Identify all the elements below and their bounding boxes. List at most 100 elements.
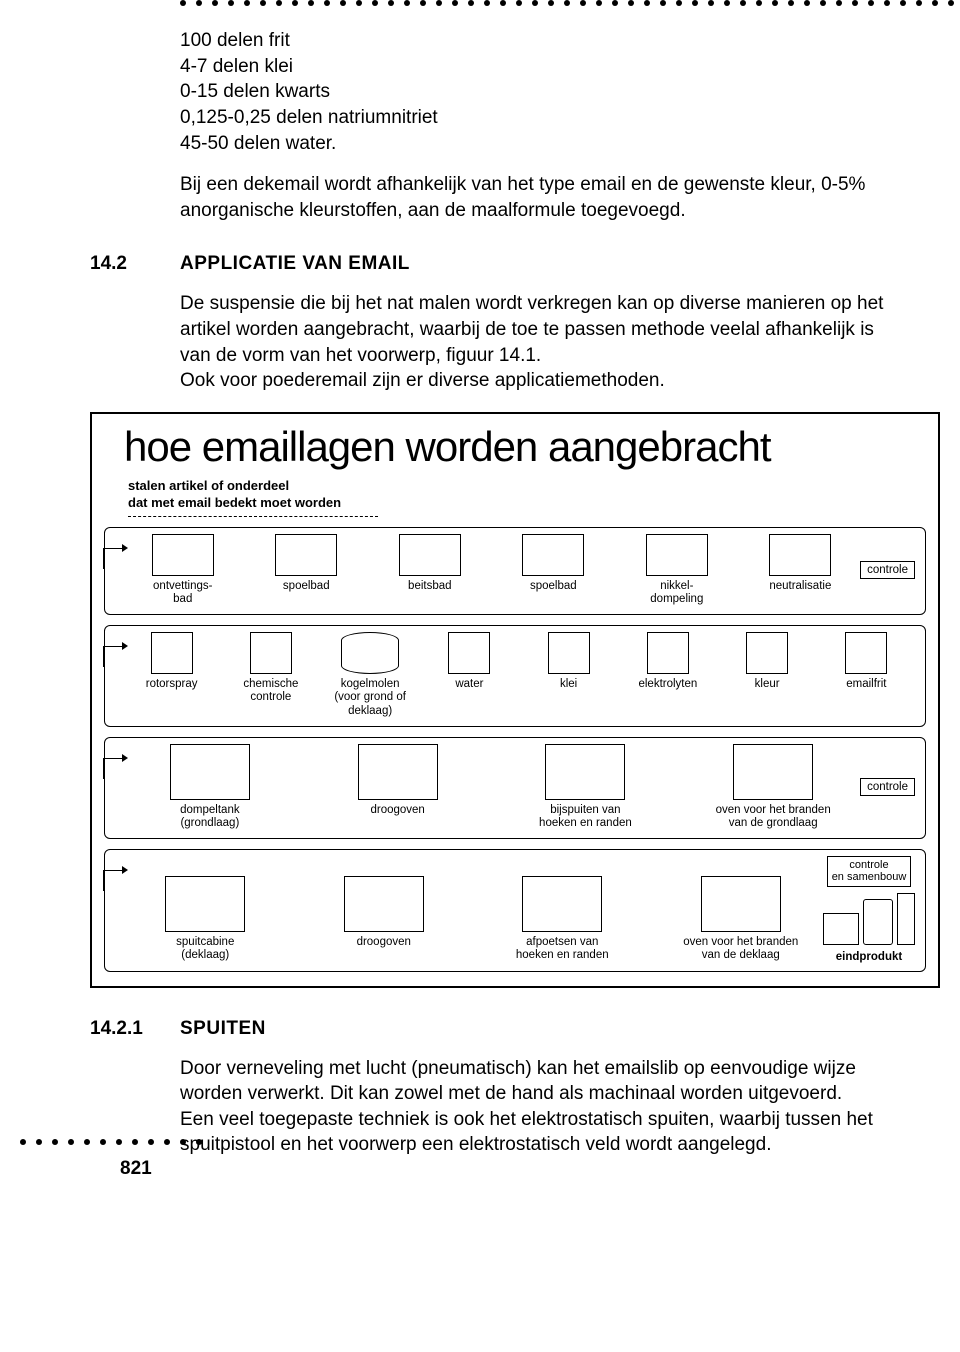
process-label: oven voor het branden van de grondlaag [716,804,831,830]
section-number: 14.2 [90,253,180,275]
top-dot-rule [0,0,960,18]
process-label: ontvettings- bad [153,580,212,606]
row2-nodes: rotorspray chemische controle kogelmolen (… [123,632,915,718]
section-title: APPLICATIE VAN EMAIL [180,253,410,275]
process-node: rotorspray [123,632,220,718]
figure-14-1: hoe emaillagen worden aangebracht stalen… [90,412,940,988]
flow-entry-arrow-icon [103,870,124,891]
row3-controle-box: controle [860,778,915,796]
body-content: 100 delen frit4-7 delen klei0-15 delen k… [0,28,960,394]
row1-controle-box: controle [860,561,915,579]
process-icon [646,534,708,576]
process-node: ontvettings- bad [123,534,243,606]
row4-controle-samenbouw-box: controle en samenbouw [827,856,912,886]
page-number: 821 [120,1158,152,1180]
stove-icon [823,913,859,945]
process-icon [275,534,337,576]
process-node: klei [520,632,617,718]
process-label: klei [560,678,577,704]
process-node: spoelbad [247,534,367,606]
process-node: oven voor het branden van de deklaag [659,876,824,962]
process-node: emailfrit [818,632,915,718]
process-node: bijspuiten van hoeken en randen [499,744,673,830]
process-node: dompeltank (grondlaag) [123,744,297,830]
fridge-icon [863,899,893,945]
process-label: rotorspray [146,678,198,704]
figure-subcaption: stalen artikel of onderdeel dat met emai… [128,478,378,517]
figure-title: hoe emaillagen worden aangebracht [124,426,926,468]
section-number: 14.2.1 [90,1018,180,1040]
process-icon [152,534,214,576]
flow-row-2: rotorspray chemische controle kogelmolen (… [104,625,926,727]
end-product-icons [823,893,915,945]
process-icon [746,632,788,674]
process-icon [170,744,250,800]
process-label: beitsbad [408,580,451,606]
process-icon [733,744,813,800]
process-label: water [455,678,483,704]
process-label: chemische controle [243,678,298,704]
process-label: neutralisatie [769,580,831,606]
process-label: droogoven [370,804,424,830]
process-label: nikkel- dompeling [650,580,703,606]
process-icon [522,534,584,576]
process-node: kleur [719,632,816,718]
recipe-line: 4-7 delen klei [180,54,900,80]
page: 100 delen frit4-7 delen klei0-15 delen k… [0,0,960,1198]
process-icon [769,534,831,576]
process-node: afpoetsen van hoeken en randen [480,876,645,962]
recipe-list: 100 delen frit4-7 delen klei0-15 delen k… [180,28,900,156]
process-label: kogelmolen (voor grond of deklaag) [322,678,419,718]
process-icon [151,632,193,674]
process-node: spoelbad [494,534,614,606]
process-icon [522,876,602,932]
process-label: oven voor het branden van de deklaag [683,936,798,962]
panel-icon [897,893,915,945]
row3-nodes: dompeltank (grondlaag) droogoven bijspuite… [123,744,860,830]
process-icon [701,876,781,932]
applicatie-paragraph: De suspensie die bij het nat malen wordt… [180,291,900,394]
row4-nodes: spuitcabine (deklaag) droogoven afpoetsen … [123,876,823,962]
body-content-lower: 14.2.1 SPUITEN Door verneveling met luch… [0,1018,960,1159]
recipe-line: 0-15 delen kwarts [180,79,900,105]
flow-row-3: dompeltank (grondlaag) droogoven bijspuite… [104,737,926,839]
recipe-line: 100 delen frit [180,28,900,54]
flow-row-4: spuitcabine (deklaag) droogoven afpoetsen … [104,849,926,971]
process-icon [358,744,438,800]
process-icon [545,744,625,800]
process-icon [399,534,461,576]
process-node: water [421,632,518,718]
flow-entry-arrow-icon [103,548,124,569]
process-icon [845,632,887,674]
section-14-2-heading: 14.2 APPLICATIE VAN EMAIL [180,253,900,275]
process-icon [448,632,490,674]
process-icon [165,876,245,932]
process-node: droogoven [302,876,467,962]
process-node: nikkel- dompeling [617,534,737,606]
eindprodukt-label: eindprodukt [836,951,902,963]
process-node: spuitcabine (deklaag) [123,876,288,962]
process-label: spoelbad [283,580,330,606]
section-title: SPUITEN [180,1018,266,1040]
process-label: droogoven [357,936,411,962]
process-label: afpoetsen van hoeken en randen [516,936,609,962]
process-node: droogoven [311,744,485,830]
process-icon [341,632,399,674]
spuiten-paragraph: Door verneveling met lucht (pneumatisch)… [180,1056,900,1159]
process-node: chemische controle [222,632,319,718]
process-label: bijspuiten van hoeken en randen [539,804,632,830]
section-14-2-1-heading: 14.2.1 SPUITEN [180,1018,900,1040]
bottom-dot-rule [20,1139,202,1153]
process-label: dompeltank (grondlaag) [180,804,239,830]
row1-nodes: ontvettings- bad spoelbad beitsbad spoelbad… [123,534,860,606]
process-label: spuitcabine (deklaag) [176,936,234,962]
process-node: beitsbad [370,534,490,606]
process-label: emailfrit [846,678,886,704]
process-icon [647,632,689,674]
process-node: elektrolyten [619,632,716,718]
recipe-line: 0,125-0,25 delen natriumnitriet [180,105,900,131]
recipe-line: 45-50 delen water. [180,131,900,157]
flow-entry-arrow-icon [103,646,124,667]
process-node: neutralisatie [741,534,861,606]
process-node: kogelmolen (voor grond of deklaag) [322,632,419,718]
